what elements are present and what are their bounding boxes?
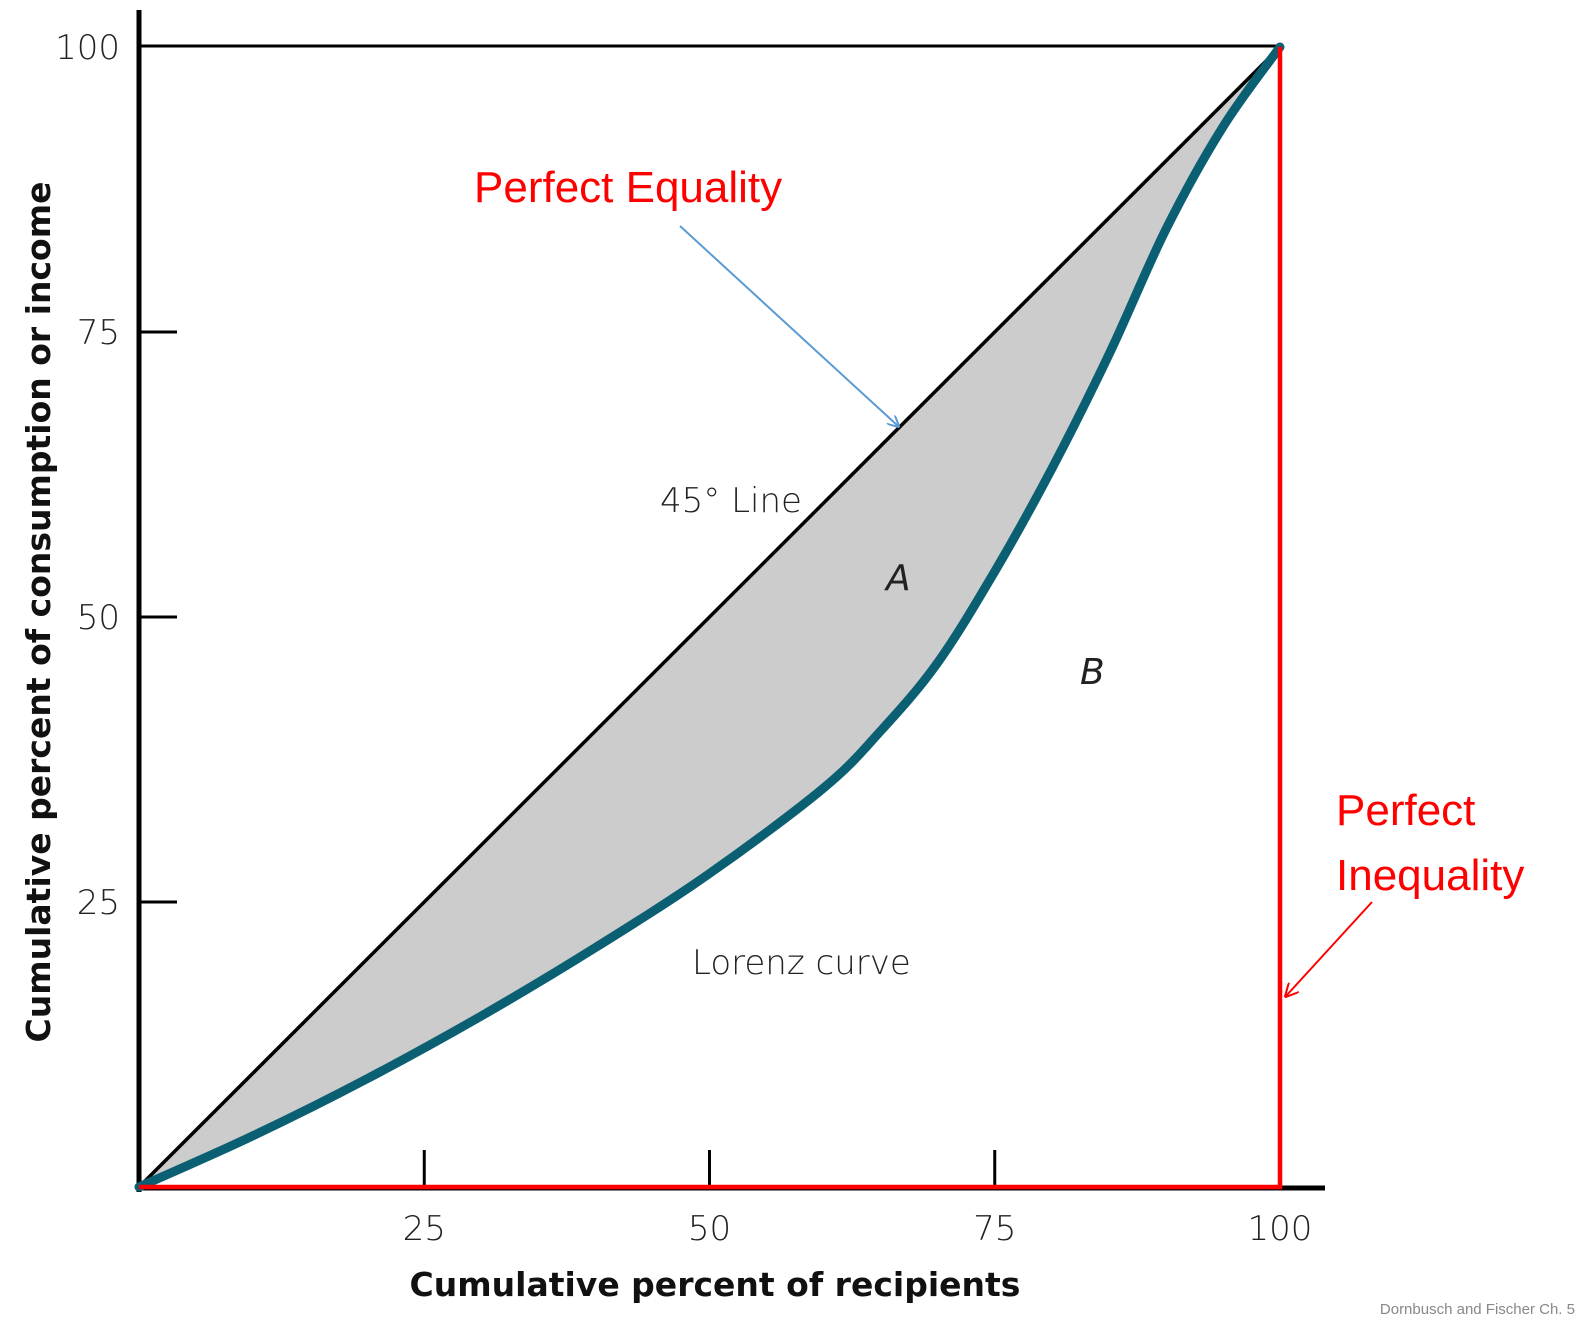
forty-five-degree-line: [137, 45, 1282, 1189]
y-tick-labels: 25 50 75 100: [55, 28, 120, 923]
source-footnote: Dornbusch and Fischer Ch. 5: [1380, 1301, 1575, 1318]
perfect-equality-arrow: [679, 225, 898, 426]
x-tick-marks: [422, 1150, 997, 1188]
perfect-inequality-arrow: [1286, 901, 1373, 996]
y-tick-label: 100: [55, 28, 120, 68]
x-tick-labels: 25 50 75 100: [403, 1209, 1313, 1249]
perfect-equality-label: Perfect Equality: [474, 163, 782, 212]
y-tick-marks: [139, 330, 177, 904]
forty-five-line-label: 45° Line: [660, 481, 802, 521]
lorenz-curve-line: [134, 42, 1285, 1192]
lorenz-curve-label: Lorenz curve: [692, 943, 911, 983]
x-tick-label: 75: [973, 1209, 1016, 1249]
x-axis-title: Cumulative percent of recipients: [410, 1265, 1021, 1304]
perfect-inequality-label-line1: Perfect: [1336, 786, 1475, 835]
y-tick-label: 75: [77, 313, 120, 353]
x-tick-label: 50: [688, 1209, 731, 1249]
region-a-label: A: [884, 558, 911, 599]
perfect-inequality-label-line2: Inequality: [1336, 851, 1524, 900]
y-tick-label: 50: [77, 598, 120, 638]
x-tick-label: 100: [1248, 1209, 1313, 1249]
x-tick-label: 25: [403, 1209, 446, 1249]
region-b-label: B: [1080, 652, 1105, 693]
perfect-inequality-line: [139, 47, 1283, 1190]
y-tick-label: 25: [77, 883, 120, 923]
y-axis-title: Cumulative percent of consumption or inc…: [19, 182, 58, 1043]
